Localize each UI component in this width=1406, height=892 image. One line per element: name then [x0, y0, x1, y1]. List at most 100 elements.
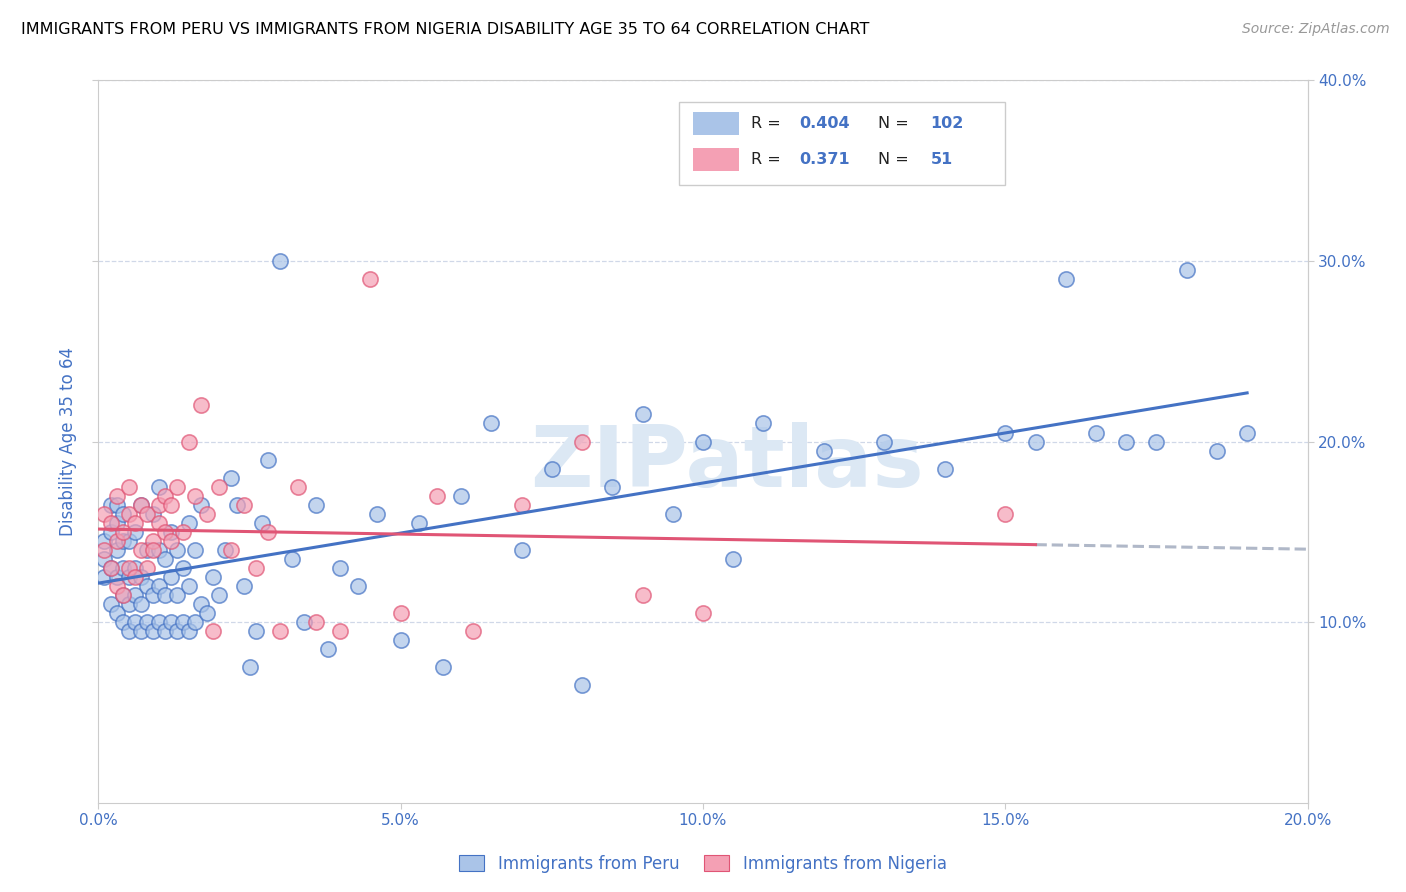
Point	[426, 489, 449, 503]
Point	[100, 516, 122, 530]
Point	[184, 489, 207, 503]
Point	[245, 561, 267, 575]
Point	[540, 461, 562, 475]
Point	[208, 480, 231, 494]
Point	[100, 561, 122, 575]
Point	[195, 507, 218, 521]
Point	[510, 542, 533, 557]
Point	[463, 624, 485, 639]
Point	[281, 552, 304, 566]
Text: 0.371: 0.371	[800, 153, 851, 168]
Point	[153, 524, 176, 539]
Point	[160, 533, 183, 548]
Point	[239, 660, 262, 674]
Point	[510, 498, 533, 512]
Point	[142, 542, 165, 557]
Text: R =: R =	[751, 153, 786, 168]
Point	[105, 579, 128, 593]
Point	[160, 615, 183, 630]
Point	[135, 615, 157, 630]
Point	[93, 507, 115, 521]
Point	[250, 516, 273, 530]
Point	[135, 542, 157, 557]
Point	[1024, 434, 1046, 449]
Point	[124, 570, 146, 584]
Point	[153, 588, 176, 602]
Point	[994, 425, 1017, 440]
Point	[105, 542, 128, 557]
Point	[190, 398, 212, 412]
Point	[195, 606, 218, 620]
Point	[100, 524, 122, 539]
Point	[329, 561, 352, 575]
Point	[1085, 425, 1108, 440]
Point	[111, 561, 134, 575]
Point	[813, 443, 835, 458]
Point	[135, 579, 157, 593]
Point	[184, 615, 207, 630]
Point	[190, 498, 212, 512]
Point	[661, 507, 683, 521]
Point	[153, 624, 176, 639]
Point	[1175, 263, 1198, 277]
Point	[245, 624, 267, 639]
Point	[111, 588, 134, 602]
Point	[153, 552, 176, 566]
Point	[124, 516, 146, 530]
Text: R =: R =	[751, 116, 786, 131]
Text: 51: 51	[931, 153, 953, 168]
Point	[316, 642, 339, 657]
Point	[105, 533, 128, 548]
Point	[208, 588, 231, 602]
Point	[269, 254, 291, 268]
Point	[232, 579, 254, 593]
Point	[160, 498, 183, 512]
Point	[118, 570, 141, 584]
Point	[179, 434, 201, 449]
Point	[166, 542, 188, 557]
Point	[124, 524, 146, 539]
Point	[118, 507, 141, 521]
Text: 102: 102	[931, 116, 963, 131]
Point	[160, 524, 183, 539]
Point	[1144, 434, 1167, 449]
Point	[135, 507, 157, 521]
Point	[347, 579, 370, 593]
Point	[93, 570, 115, 584]
Text: IMMIGRANTS FROM PERU VS IMMIGRANTS FROM NIGERIA DISABILITY AGE 35 TO 64 CORRELAT: IMMIGRANTS FROM PERU VS IMMIGRANTS FROM …	[21, 22, 869, 37]
Text: N =: N =	[879, 116, 914, 131]
Point	[1054, 272, 1077, 286]
Point	[172, 615, 194, 630]
Point	[111, 588, 134, 602]
Point	[305, 498, 328, 512]
Point	[166, 624, 188, 639]
Point	[142, 507, 165, 521]
Point	[202, 570, 225, 584]
Point	[142, 588, 165, 602]
Point	[124, 588, 146, 602]
Point	[994, 507, 1017, 521]
Point	[389, 606, 412, 620]
Point	[142, 533, 165, 548]
Point	[631, 588, 654, 602]
Point	[100, 597, 122, 611]
Point	[305, 615, 328, 630]
Point	[1115, 434, 1137, 449]
Point	[129, 498, 152, 512]
Point	[692, 606, 714, 620]
Point	[221, 471, 243, 485]
Point	[190, 597, 212, 611]
Point	[160, 570, 183, 584]
Point	[118, 480, 141, 494]
Point	[105, 606, 128, 620]
Point	[111, 533, 134, 548]
Point	[124, 561, 146, 575]
Point	[93, 552, 115, 566]
Point	[142, 624, 165, 639]
Point	[148, 542, 170, 557]
Point	[631, 408, 654, 422]
Point	[179, 624, 201, 639]
Point	[389, 633, 412, 648]
Point	[571, 678, 593, 692]
Point	[256, 524, 278, 539]
